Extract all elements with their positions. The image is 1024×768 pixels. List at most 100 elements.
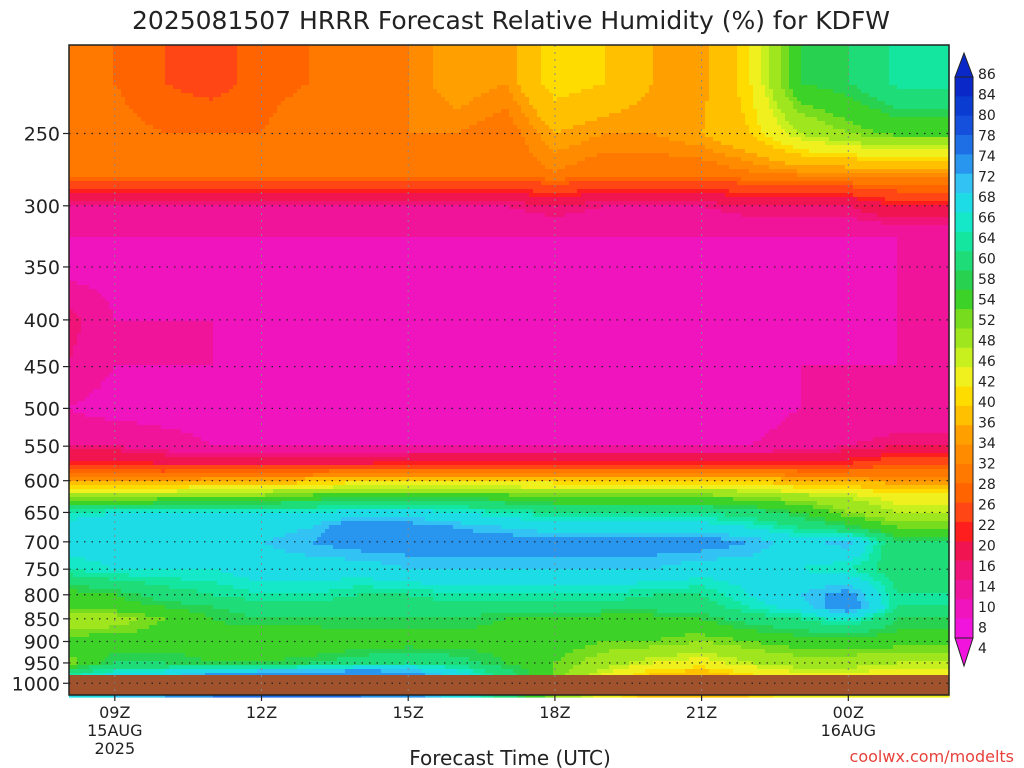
rh-cell xyxy=(193,89,198,94)
rh-cell xyxy=(793,49,798,54)
rh-cell xyxy=(337,77,342,82)
rh-cell xyxy=(613,133,618,138)
rh-cell xyxy=(801,45,806,50)
rh-cell xyxy=(333,117,338,122)
rh-cell xyxy=(897,89,902,94)
rh-cell xyxy=(325,53,330,58)
rh-cell xyxy=(365,117,370,122)
rh-cell xyxy=(521,117,526,122)
rh-cell xyxy=(473,57,478,62)
rh-cell xyxy=(273,61,278,66)
rh-cell xyxy=(197,133,202,138)
rh-cell xyxy=(693,85,698,90)
rh-cell xyxy=(501,133,506,138)
rh-cell xyxy=(897,53,902,58)
rh-cell xyxy=(121,129,126,134)
rh-cell xyxy=(569,125,574,130)
rh-cell xyxy=(85,101,90,106)
rh-cell xyxy=(393,69,398,74)
rh-cell xyxy=(493,101,498,106)
rh-cell xyxy=(361,129,366,134)
rh-cell xyxy=(97,61,102,66)
rh-cell xyxy=(933,101,938,106)
rh-cell xyxy=(645,117,650,122)
rh-cell xyxy=(213,125,218,130)
rh-cell xyxy=(849,85,854,90)
rh-cell xyxy=(645,109,650,114)
rh-cell xyxy=(849,105,854,110)
rh-cell xyxy=(297,57,302,62)
rh-cell xyxy=(305,77,310,82)
rh-cell xyxy=(945,81,950,86)
rh-cell xyxy=(865,85,870,90)
rh-cell xyxy=(353,101,358,106)
rh-cell xyxy=(809,49,814,54)
rh-cell xyxy=(145,97,150,102)
rh-cell xyxy=(357,121,362,126)
rh-cell xyxy=(173,129,178,134)
rh-cell xyxy=(133,61,138,66)
rh-cell xyxy=(85,105,90,110)
rh-cell xyxy=(473,133,478,138)
rh-cell xyxy=(689,61,694,66)
rh-cell xyxy=(801,65,806,70)
rh-cell xyxy=(185,125,190,130)
rh-cell xyxy=(597,77,602,82)
rh-cell xyxy=(653,101,658,106)
rh-cell xyxy=(121,117,126,122)
rh-cell xyxy=(73,109,78,114)
rh-cell xyxy=(461,117,466,122)
rh-cell xyxy=(813,109,818,114)
rh-cell xyxy=(181,101,186,106)
rh-cell xyxy=(213,109,218,114)
rh-cell xyxy=(85,133,90,138)
rh-cell xyxy=(349,49,354,54)
rh-cell xyxy=(161,129,166,134)
rh-cell xyxy=(845,65,850,70)
rh-cell xyxy=(241,93,246,98)
rh-cell xyxy=(537,73,542,78)
rh-cell xyxy=(269,105,274,110)
rh-cell xyxy=(573,109,578,114)
rh-cell xyxy=(405,105,410,110)
rh-cell xyxy=(321,93,326,98)
rh-cell xyxy=(269,109,274,114)
rh-cell xyxy=(761,65,766,70)
rh-cell xyxy=(185,109,190,114)
rh-cell xyxy=(669,105,674,110)
rh-cell xyxy=(157,73,162,78)
rh-cell xyxy=(905,101,910,106)
rh-cell xyxy=(473,121,478,126)
rh-cell xyxy=(789,113,794,118)
rh-cell xyxy=(293,57,298,62)
rh-cell xyxy=(557,117,562,122)
rh-cell xyxy=(485,101,490,106)
rh-cell xyxy=(797,65,802,70)
rh-cell xyxy=(929,117,934,122)
rh-cell xyxy=(409,105,414,110)
rh-cell xyxy=(409,85,414,90)
rh-cell xyxy=(389,45,394,50)
rh-cell xyxy=(269,121,274,126)
rh-cell xyxy=(553,105,558,110)
rh-cell xyxy=(657,65,662,70)
rh-cell xyxy=(173,97,178,102)
rh-cell xyxy=(933,121,938,126)
rh-cell xyxy=(393,49,398,54)
rh-cell xyxy=(165,105,170,110)
rh-cell xyxy=(789,129,794,134)
rh-cell xyxy=(605,85,610,90)
rh-cell xyxy=(597,45,602,50)
rh-cell xyxy=(721,73,726,78)
rh-cell xyxy=(873,69,878,74)
rh-cell xyxy=(93,97,98,102)
rh-cell xyxy=(405,97,410,102)
rh-cell xyxy=(129,125,134,130)
rh-cell xyxy=(581,109,586,114)
rh-cell xyxy=(889,97,894,102)
rh-cell xyxy=(77,69,82,74)
rh-cell xyxy=(385,57,390,62)
rh-cell xyxy=(749,109,754,114)
rh-cell xyxy=(665,117,670,122)
rh-cell xyxy=(917,61,922,66)
